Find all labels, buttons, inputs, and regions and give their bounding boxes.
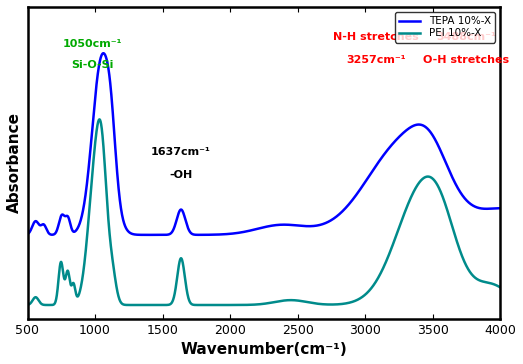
TEPA 10%-X xyxy=(25,232,31,236)
TEPA 10%-X xyxy=(153,233,160,237)
Line: TEPA 10%-X: TEPA 10%-X xyxy=(28,53,500,235)
PEI 10%-X xyxy=(96,117,103,122)
Text: -OH: -OH xyxy=(169,170,192,181)
PEI 10%-X xyxy=(226,303,233,307)
TEPA 10%-X xyxy=(206,233,212,237)
X-axis label: Wavenumber(cm⁻¹): Wavenumber(cm⁻¹) xyxy=(180,342,347,357)
Text: O-H stretches: O-H stretches xyxy=(423,55,509,66)
TEPA 10%-X xyxy=(78,215,85,220)
PEI 10%-X xyxy=(488,281,494,286)
PEI 10%-X xyxy=(25,302,31,307)
Line: PEI 10%-X: PEI 10%-X xyxy=(28,119,500,305)
TEPA 10%-X xyxy=(488,206,494,211)
PEI 10%-X xyxy=(107,232,113,236)
Text: 1050cm⁻¹: 1050cm⁻¹ xyxy=(63,39,122,49)
TEPA 10%-X xyxy=(226,232,233,236)
Y-axis label: Absorbance: Absorbance xyxy=(7,112,22,213)
Text: 1637cm⁻¹: 1637cm⁻¹ xyxy=(151,147,211,157)
Text: N-H stretches: N-H stretches xyxy=(333,32,419,42)
TEPA 10%-X xyxy=(497,206,503,210)
TEPA 10%-X xyxy=(107,75,113,80)
Legend: TEPA 10%-X, PEI 10%-X: TEPA 10%-X, PEI 10%-X xyxy=(395,12,495,43)
Text: 3488cm⁻¹: 3488cm⁻¹ xyxy=(436,32,496,42)
PEI 10%-X xyxy=(149,303,155,307)
PEI 10%-X xyxy=(497,285,503,289)
PEI 10%-X xyxy=(78,282,85,286)
PEI 10%-X xyxy=(437,189,444,193)
TEPA 10%-X xyxy=(437,148,444,152)
Text: 3257cm⁻¹: 3257cm⁻¹ xyxy=(346,55,406,66)
Text: Si-O-Si: Si-O-Si xyxy=(71,60,113,70)
PEI 10%-X xyxy=(206,303,212,307)
TEPA 10%-X xyxy=(100,51,107,55)
